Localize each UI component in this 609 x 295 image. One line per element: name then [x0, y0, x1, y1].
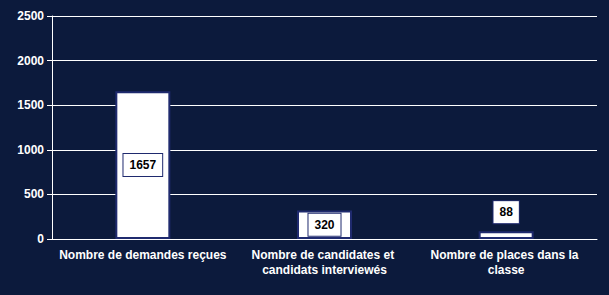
- svg-text:classe: classe: [488, 263, 525, 277]
- svg-text:candidats interviewés: candidats interviewés: [262, 263, 387, 277]
- svg-text:Nombre de candidates et: Nombre de candidates et: [251, 248, 397, 262]
- svg-text:320: 320: [314, 218, 334, 232]
- svg-text:2000: 2000: [17, 54, 44, 68]
- svg-text:Nombre de demandes reçues: Nombre de demandes reçues: [59, 248, 227, 262]
- svg-text:1500: 1500: [17, 98, 44, 112]
- svg-text:Nombre de places dans la: Nombre de places dans la: [430, 248, 581, 262]
- svg-text:1000: 1000: [17, 143, 44, 157]
- svg-text:500: 500: [24, 187, 44, 201]
- svg-text:0: 0: [37, 232, 44, 246]
- svg-text:2500: 2500: [17, 9, 44, 23]
- svg-text:1657: 1657: [129, 158, 156, 172]
- svg-text:88: 88: [499, 205, 513, 219]
